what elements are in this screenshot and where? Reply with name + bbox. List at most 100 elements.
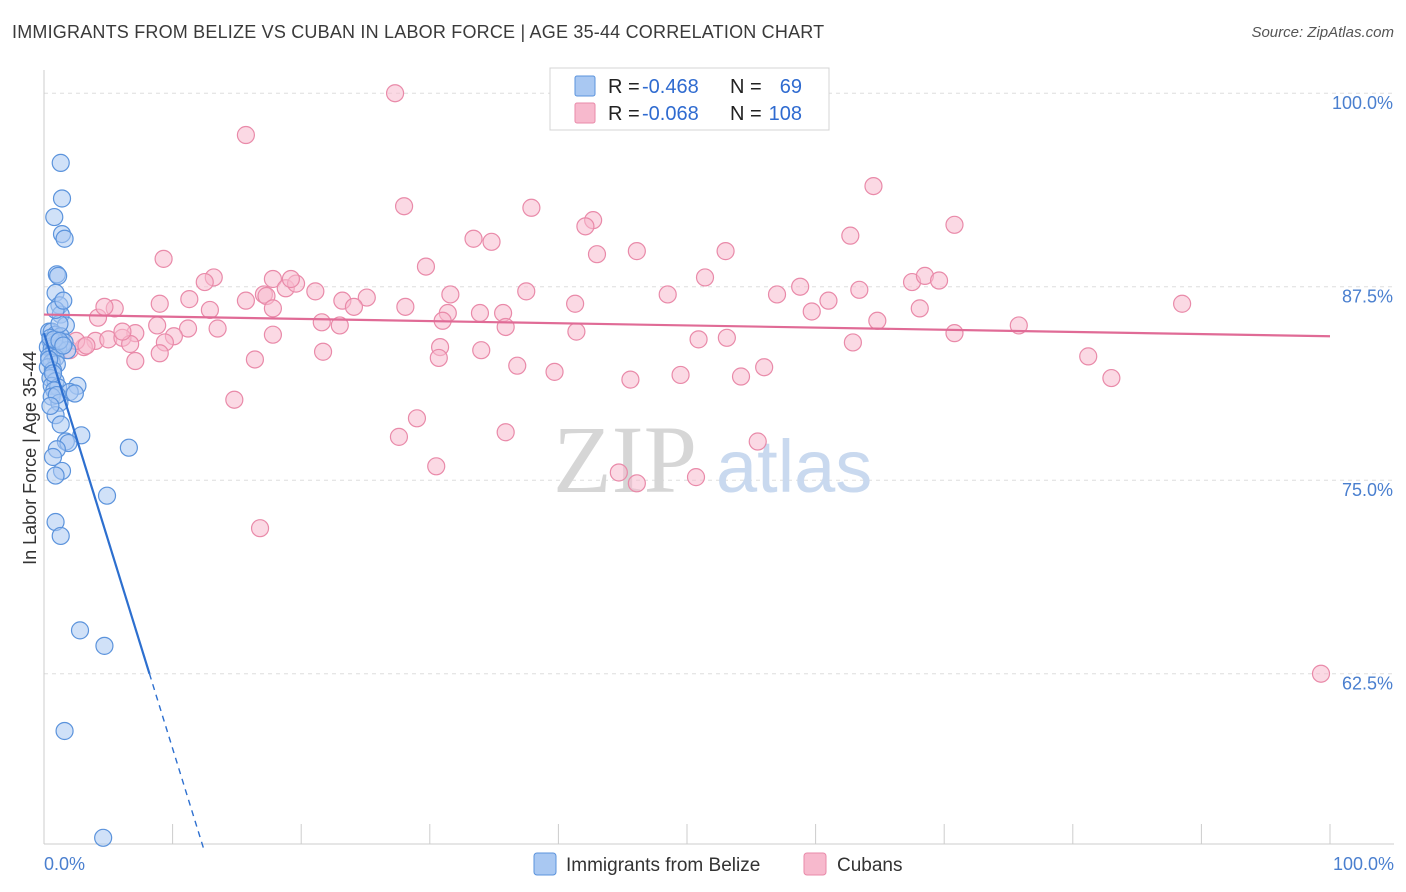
cubans-point-65 <box>1009 316 1028 335</box>
belize-point-56 <box>55 721 74 741</box>
belize-point-50 <box>46 466 65 485</box>
cubans-point-95 <box>496 423 515 442</box>
cubans-point-4 <box>522 198 541 217</box>
belize-point-51 <box>97 486 117 505</box>
y-tick-label-2: 87.5% <box>1342 287 1393 307</box>
cubans-point-34 <box>658 285 677 304</box>
cubans-point-55 <box>178 319 198 338</box>
cubans-point-101 <box>686 468 706 487</box>
belize-point-48 <box>43 447 63 467</box>
cubans-point-97 <box>748 432 767 451</box>
cubans-point-93 <box>225 390 244 409</box>
cubans-point-3 <box>394 197 414 216</box>
watermark-atlas: atlas <box>716 425 872 508</box>
cubans-point-100 <box>627 474 646 493</box>
belize-point-2 <box>45 207 64 227</box>
cubans-points <box>60 84 1331 683</box>
grid-lines <box>44 92 1394 675</box>
cubans-point-23 <box>281 269 301 289</box>
cubans-point-103 <box>1311 664 1331 683</box>
cubans-point-2 <box>864 177 883 196</box>
cubans-point-85 <box>508 356 527 375</box>
cubans-point-32 <box>441 285 460 304</box>
cubans-point-89 <box>621 370 640 389</box>
cubans-point-33 <box>517 282 536 301</box>
belize-point-65 <box>41 396 60 416</box>
cubans-point-92 <box>1102 368 1121 388</box>
cubans-point-58 <box>330 316 349 335</box>
series-legend-swatch-belize <box>533 852 557 876</box>
cubans-point-8 <box>464 229 483 248</box>
cubans-point-44 <box>344 297 364 316</box>
y-tick-label-0: 62.5% <box>1342 674 1393 694</box>
legend-r-value-blue: -0.468 <box>642 76 699 98</box>
legend-n-label-pink: N = <box>730 103 762 125</box>
cubans-point-31 <box>357 288 376 307</box>
cubans-point-61 <box>567 322 586 341</box>
legend-r-label-blue: R = <box>608 76 640 98</box>
x-tick-label-min: 0.0% <box>44 854 85 874</box>
cubans-point-24 <box>695 268 715 287</box>
cubans-point-38 <box>929 271 949 290</box>
series-legend-swatch-cubans <box>803 852 827 876</box>
belize-point-46 <box>119 438 138 457</box>
series-legend: Immigrants from Belize Cubans <box>533 852 903 876</box>
legend-swatch-pink <box>574 102 596 124</box>
cubans-point-96 <box>389 427 409 446</box>
cubans-point-80 <box>313 342 333 361</box>
cubans-point-105 <box>77 336 96 355</box>
cubans-point-26 <box>850 280 869 299</box>
cubans-point-62 <box>717 328 736 347</box>
belize-trend-extension <box>148 673 206 853</box>
stats-legend: R = -0.468 N = 69 R = -0.068 N = 108 <box>549 67 830 131</box>
cubans-point-87 <box>755 358 774 377</box>
cubans-point-75 <box>689 330 708 349</box>
cubans-point-94 <box>407 409 427 428</box>
cubans-point-7 <box>945 215 964 234</box>
cubans-point-64 <box>945 324 964 343</box>
cubans-point-42 <box>200 300 219 320</box>
cubans-point-39 <box>1173 294 1192 313</box>
cubans-point-12 <box>587 245 607 264</box>
cubans-point-13 <box>627 242 646 261</box>
x-tick-marks <box>43 824 1331 844</box>
cubans-point-45 <box>396 297 415 316</box>
belize-point-6 <box>49 266 68 285</box>
cubans-point-81 <box>472 341 491 360</box>
y-tick-labels: 62.5% 75.0% 87.5% 100.0% <box>1332 93 1393 694</box>
source-label: Source: ZipAtlas.com <box>1251 24 1394 41</box>
cubans-point-0 <box>385 84 405 103</box>
cubans-point-98 <box>427 457 446 476</box>
cubans-point-49 <box>566 294 585 313</box>
chart-title: IMMIGRANTS FROM BELIZE VS CUBAN IN LABOR… <box>12 22 825 42</box>
legend-r-label-pink: R = <box>608 103 640 125</box>
cubans-point-51 <box>819 291 838 310</box>
cubans-point-27 <box>791 277 810 296</box>
cubans-point-43 <box>263 299 283 318</box>
x-tick-label-max: 100.0% <box>1333 854 1394 874</box>
cubans-trend-line <box>43 313 1331 338</box>
cubans-point-106 <box>95 297 114 316</box>
watermark: ZIP atlas <box>553 406 872 513</box>
legend-n-value-pink: 108 <box>769 103 802 125</box>
belize-point-38 <box>65 384 84 403</box>
cubans-point-54 <box>148 316 167 335</box>
cubans-point-79 <box>150 344 169 363</box>
cubans-point-84 <box>429 348 448 368</box>
belize-trend-line <box>42 332 151 675</box>
cubans-point-90 <box>671 365 690 385</box>
belize-point-57 <box>94 828 113 847</box>
cubans-point-14 <box>716 242 735 261</box>
watermark-zip: ZIP <box>553 406 697 513</box>
cubans-point-68 <box>263 325 283 344</box>
cubans-point-63 <box>868 311 887 330</box>
series-legend-label-belize: Immigrants from Belize <box>566 855 760 876</box>
cubans-point-82 <box>126 351 145 371</box>
cubans-point-1 <box>236 125 256 145</box>
cubans-point-41 <box>150 294 169 313</box>
belize-point-61 <box>54 336 73 355</box>
cubans-point-88 <box>1079 347 1098 366</box>
cubans-point-28 <box>180 290 199 309</box>
cubans-point-99 <box>609 463 628 482</box>
